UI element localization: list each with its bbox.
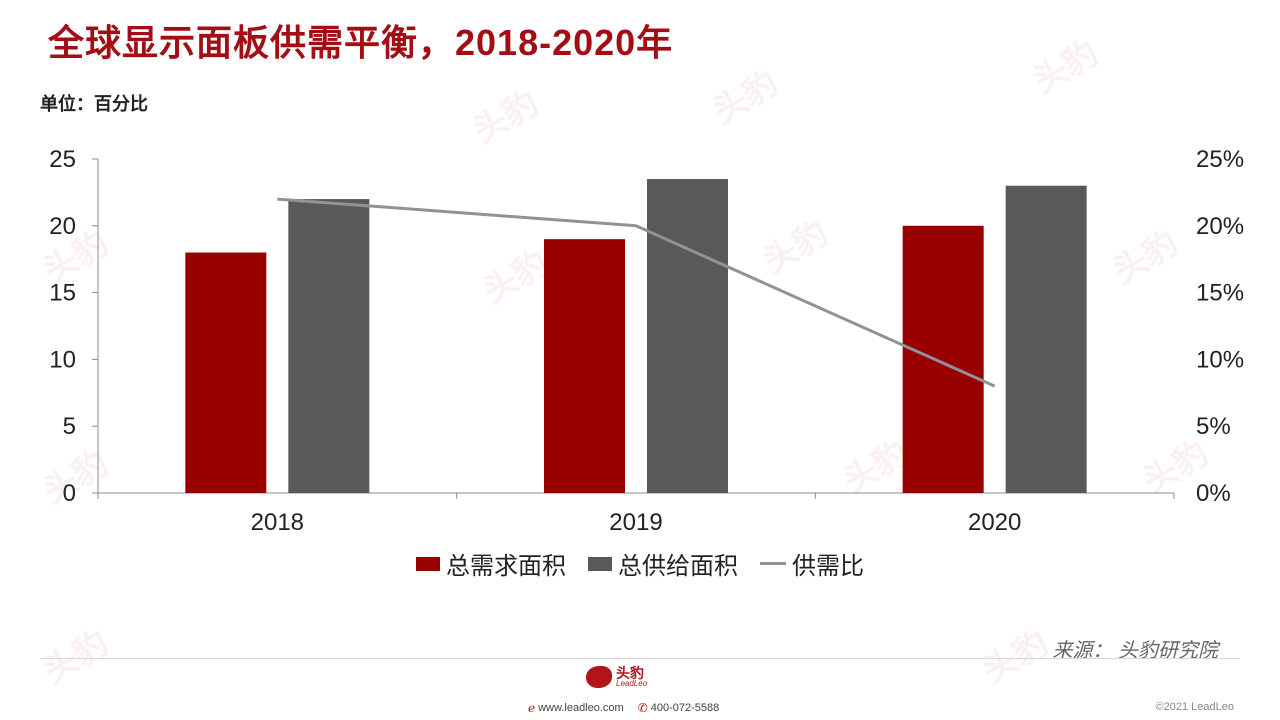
unit-label: 单位：百分比 (40, 94, 148, 114)
bar-demand (544, 239, 625, 493)
y-tick-label-right: 5% (1196, 413, 1231, 440)
page-title: 全球显示面板供需平衡，2018-2020年 (48, 22, 674, 63)
phone-link[interactable]: ✆ 400-072-5588 (638, 701, 720, 715)
x-tick-label: 2019 (609, 509, 662, 536)
legend-swatch-ratio (760, 562, 786, 565)
y-tick-label-left: 5 (63, 413, 76, 440)
y-tick-label-right: 25% (1196, 146, 1244, 173)
y-tick-label-right: 0% (1196, 480, 1231, 507)
copyright: ©2021 LeadLeo (1155, 701, 1234, 713)
y-tick-label-left: 15 (49, 280, 76, 307)
y-tick-label-right: 15% (1196, 280, 1244, 307)
y-tick-label-left: 10 (49, 346, 76, 373)
bar-demand (902, 225, 984, 494)
legend-item-ratio[interactable]: 供需比 (760, 546, 864, 581)
website-text: www.leadleo.com (538, 702, 624, 714)
bar-demand (185, 252, 267, 493)
legend-swatch-demand (416, 556, 440, 571)
bar-supply (1005, 185, 1087, 493)
y-tick-label-left: 0 (63, 480, 76, 507)
y-tick-label-right: 10% (1196, 346, 1244, 373)
x-tick-label: 2020 (968, 509, 1021, 536)
browser-icon: ℯ (528, 701, 536, 715)
bar-supply (647, 179, 728, 494)
website-link[interactable]: ℯ www.leadleo.com (528, 701, 624, 715)
footer-logo[interactable]: 头豹 LeadLeo (586, 666, 647, 688)
y-tick-label-left: 25 (49, 146, 76, 173)
legend-swatch-supply (588, 556, 612, 571)
leopard-logo-icon (586, 666, 612, 688)
y-tick-label-left: 20 (49, 213, 76, 240)
phone-icon: ✆ (637, 701, 648, 715)
legend-label-supply: 总供给面积 (618, 553, 738, 580)
legend-item-supply[interactable]: 总供给面积 (588, 546, 738, 581)
logo-text: 头豹 LeadLeo (616, 666, 647, 688)
chart-legend: 总需求面积 总供给面积 供需比 (0, 546, 1280, 581)
footer-divider (40, 658, 1240, 659)
source-note: 来源： 头豹研究院 (1052, 640, 1218, 662)
legend-label-demand: 总需求面积 (446, 553, 566, 580)
y-tick-label-right: 20% (1196, 213, 1244, 240)
logo-en: LeadLeo (616, 679, 648, 688)
phone-text: 400-072-5588 (650, 702, 720, 714)
x-tick-label: 2018 (251, 509, 304, 536)
bar-supply (288, 199, 370, 493)
legend-item-demand[interactable]: 总需求面积 (416, 546, 566, 581)
legend-label-ratio: 供需比 (792, 553, 864, 580)
ratio-line (277, 197, 996, 388)
logo-cn: 头豹 (616, 665, 644, 681)
footer-contact: ℯ www.leadleo.com ✆ 400-072-5588 (528, 701, 719, 715)
